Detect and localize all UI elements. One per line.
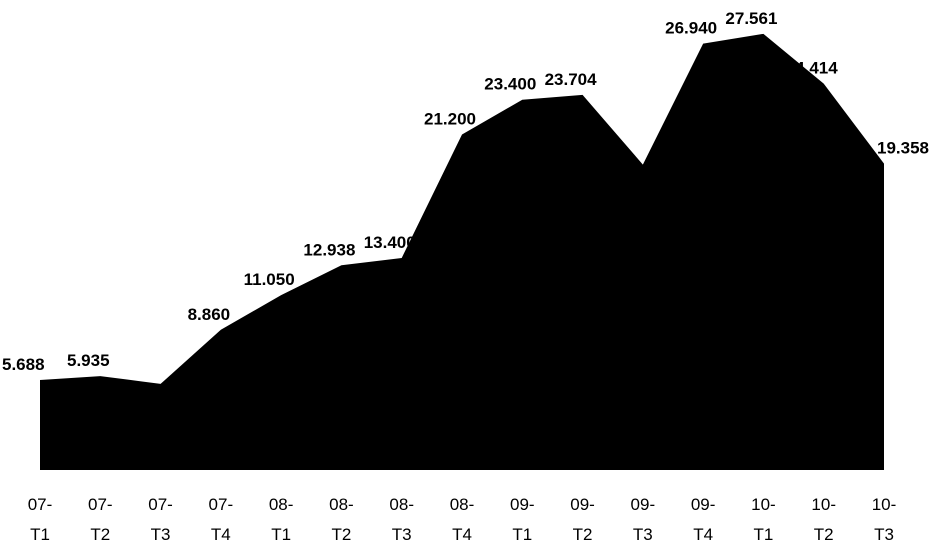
x-tick-label: 09-T4 [690, 495, 716, 544]
x-tick-label: 08-T3 [389, 495, 414, 544]
x-tick-label: 10-T2 [811, 495, 836, 544]
data-label: 5.688 [2, 355, 45, 374]
data-label: 24.414 [786, 59, 839, 78]
data-label: 8.860 [188, 305, 231, 324]
area [40, 33, 884, 471]
x-tick-label: 08-T4 [449, 495, 475, 544]
data-label: 23.400 [484, 75, 536, 94]
data-label: 23.704 [545, 70, 598, 89]
data-label: 27.561 [725, 9, 777, 28]
data-label: 11.050 [244, 270, 295, 289]
x-tick-label: 09-T3 [630, 495, 656, 544]
x-tick-label: 07-T4 [208, 495, 234, 544]
x-tick-label: 07-T3 [148, 495, 173, 544]
data-label: 19.358 [877, 139, 929, 158]
x-tick-label: 08-T1 [268, 495, 294, 544]
data-label: 26.940 [665, 19, 717, 38]
x-tick-label: 10-T3 [871, 495, 897, 544]
x-tick-label: 08-T2 [329, 495, 354, 544]
data-label: 21.200 [424, 110, 476, 129]
data-label: 13.400 [364, 233, 416, 252]
x-tick-label: 09-T1 [509, 495, 535, 544]
x-tick-label: 07-T1 [27, 495, 53, 544]
x-tick-label: 07-T2 [87, 495, 113, 544]
x-tick-label: 09-T2 [570, 495, 595, 544]
data-label: 12.938 [303, 240, 355, 259]
x-tick-label: 10-T1 [751, 495, 776, 544]
data-label: 5.935 [67, 351, 110, 370]
